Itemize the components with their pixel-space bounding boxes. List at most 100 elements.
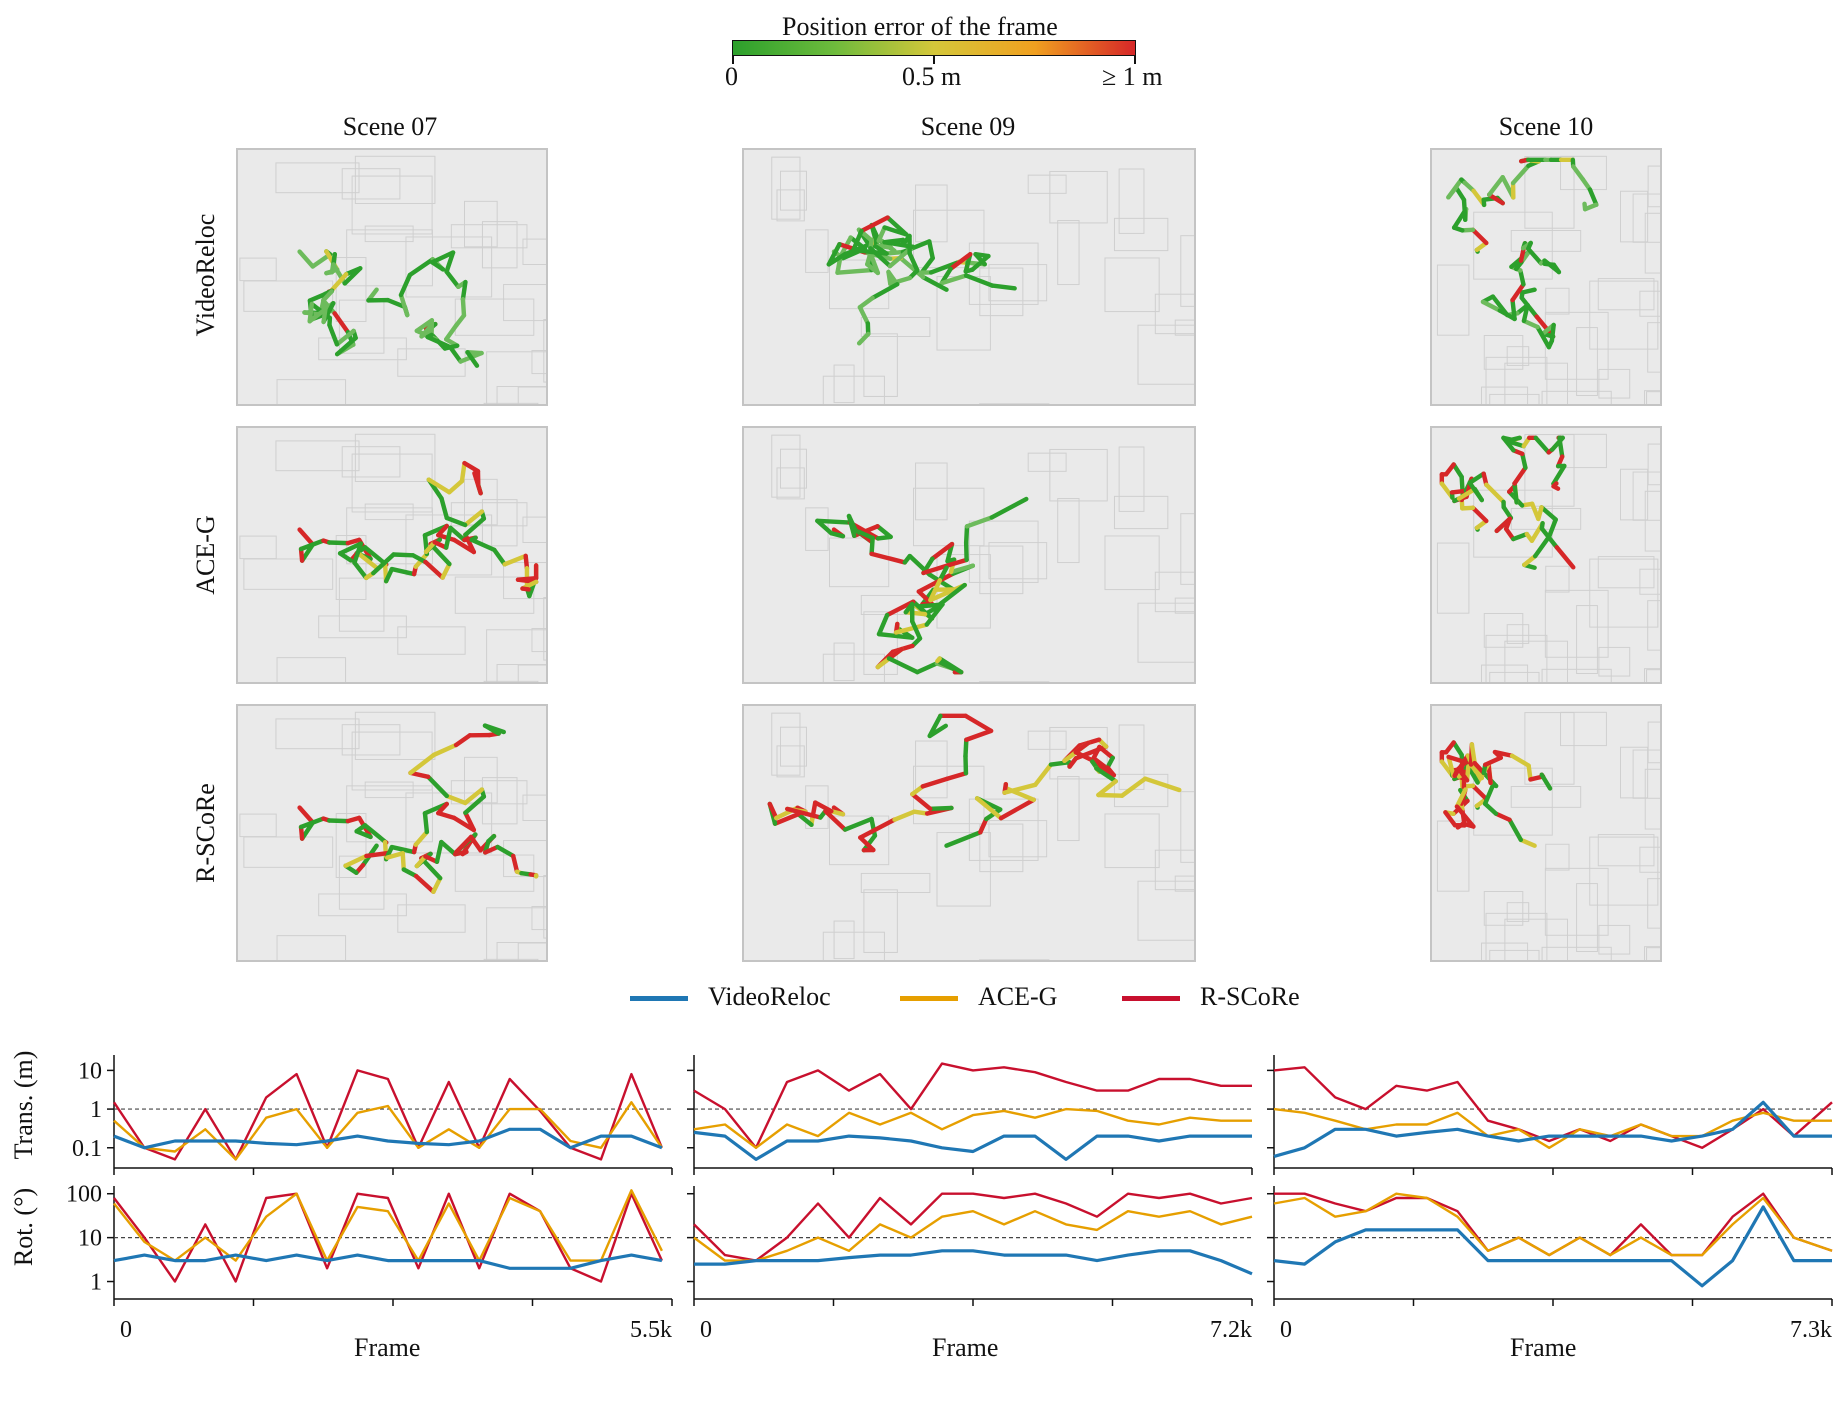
trajectory-segment [1094, 766, 1118, 784]
trajectory-segment [495, 844, 516, 859]
wireframe-box [988, 542, 1048, 580]
wireframe-box [239, 535, 277, 560]
trajectory-segment [423, 559, 445, 580]
trajectory-segment [364, 850, 392, 859]
wireframe-box [405, 236, 493, 298]
trajectory-segment [937, 656, 964, 675]
wireframe-box [1506, 346, 1530, 366]
wireframe-box [481, 221, 518, 269]
trajectory-segment [1551, 463, 1567, 486]
trajectory-panel-scene10-rscore [1430, 704, 1662, 962]
wireframe-box [1180, 235, 1194, 307]
wireframe-box [543, 319, 546, 383]
trajectory-segment [772, 811, 801, 826]
trajectory-segment [443, 525, 453, 550]
y-tick-label: 0.1 [72, 1136, 102, 1162]
trajectory-segment [868, 246, 893, 269]
wireframe-box [1113, 217, 1169, 252]
trajectory-segment [492, 547, 507, 567]
wireframe-box [405, 792, 493, 854]
wireframe-box [239, 813, 277, 838]
trajectory-segment [1446, 754, 1456, 778]
series-line-r-score [113, 1069, 664, 1161]
wireframe-box [1180, 791, 1194, 863]
wireframe-box [276, 379, 347, 404]
trajectory-segment [384, 851, 405, 860]
trajectory-segment [1456, 486, 1478, 501]
trajectory-segment [1510, 297, 1517, 322]
wireframe-box [1647, 443, 1660, 486]
trajectory-segment [859, 215, 890, 234]
trajectory-segment [1142, 776, 1182, 793]
wireframe-box [988, 820, 1048, 858]
trajectory-segment [1119, 776, 1148, 798]
subplot-scene-10-rot: 0 7.3k [1267, 1186, 1833, 1343]
trajectory-segment [1467, 471, 1486, 486]
trajectory-segment [410, 553, 428, 565]
wireframe-box [243, 558, 334, 590]
trajectory-segment [298, 816, 326, 830]
colorbar-tick [732, 56, 734, 64]
wireframe-box [1545, 287, 1570, 315]
trajectory-segment [1522, 553, 1538, 568]
wireframe-box [1632, 749, 1660, 799]
wireframe-box [397, 904, 466, 933]
trajectory-segment [413, 873, 436, 894]
trajectory-segment [869, 535, 875, 557]
trajectory-segment [1587, 187, 1599, 207]
trajectory-segment [1469, 742, 1477, 766]
wireframe-box [354, 433, 436, 482]
wireframe-box [1489, 949, 1540, 960]
trajectory-segment [861, 833, 878, 853]
wireframe-box [1644, 212, 1660, 274]
trajectory-segment [439, 496, 450, 521]
wireframe-box [1113, 773, 1169, 808]
series-line-r-score [693, 1062, 1252, 1149]
trajectory-segment [1526, 246, 1544, 266]
wireframe-box [1118, 168, 1145, 234]
wireframe-box [397, 348, 466, 377]
wireframe-box [496, 664, 546, 682]
trajectory-segment [334, 335, 358, 357]
trajectory-segment [327, 322, 340, 347]
wireframe-box [771, 156, 801, 220]
trajectory-panel-scene10-videoreloc [1430, 148, 1662, 406]
trajectory-segment [430, 250, 456, 265]
wireframe-box [450, 502, 528, 527]
wireframe-box [486, 629, 546, 682]
trajectory-render [239, 433, 546, 682]
wireframe-box [486, 907, 546, 960]
wireframe-box [1154, 571, 1194, 613]
wireframe-box [543, 875, 546, 939]
wireframe-box [351, 731, 433, 791]
wireframe-box [860, 872, 931, 894]
wireframe-box [464, 756, 498, 804]
wireframe-box [1506, 624, 1530, 644]
trajectory-segment [1539, 772, 1553, 791]
wireframe-box [335, 535, 367, 600]
xlabel-scene07: Frame [354, 1333, 421, 1362]
wireframe-box [1137, 602, 1194, 663]
trajectory-segment [1467, 480, 1485, 503]
trajectory-segment [327, 540, 351, 546]
wireframe-box [1639, 568, 1660, 595]
wireframe-box [1589, 558, 1659, 628]
trajectory-segment [1451, 740, 1464, 758]
wireframe-box [486, 351, 546, 404]
wireframe-box [1544, 589, 1609, 658]
wireframe-box [1598, 646, 1631, 677]
wireframe-box [275, 718, 360, 750]
trajectory-segment [343, 853, 369, 868]
trajectory-segment [842, 816, 874, 832]
trajectory-segment [922, 602, 945, 617]
wireframe-box [243, 836, 334, 868]
wireframe-box [275, 440, 360, 472]
wireframe-box [1510, 229, 1582, 252]
wireframe-box [779, 170, 807, 211]
wireframe-box [341, 446, 401, 478]
trajectory-segment [398, 272, 413, 298]
wireframe-box [1473, 211, 1553, 280]
wireframe-box [450, 780, 528, 805]
trajectory-segment [868, 252, 881, 276]
